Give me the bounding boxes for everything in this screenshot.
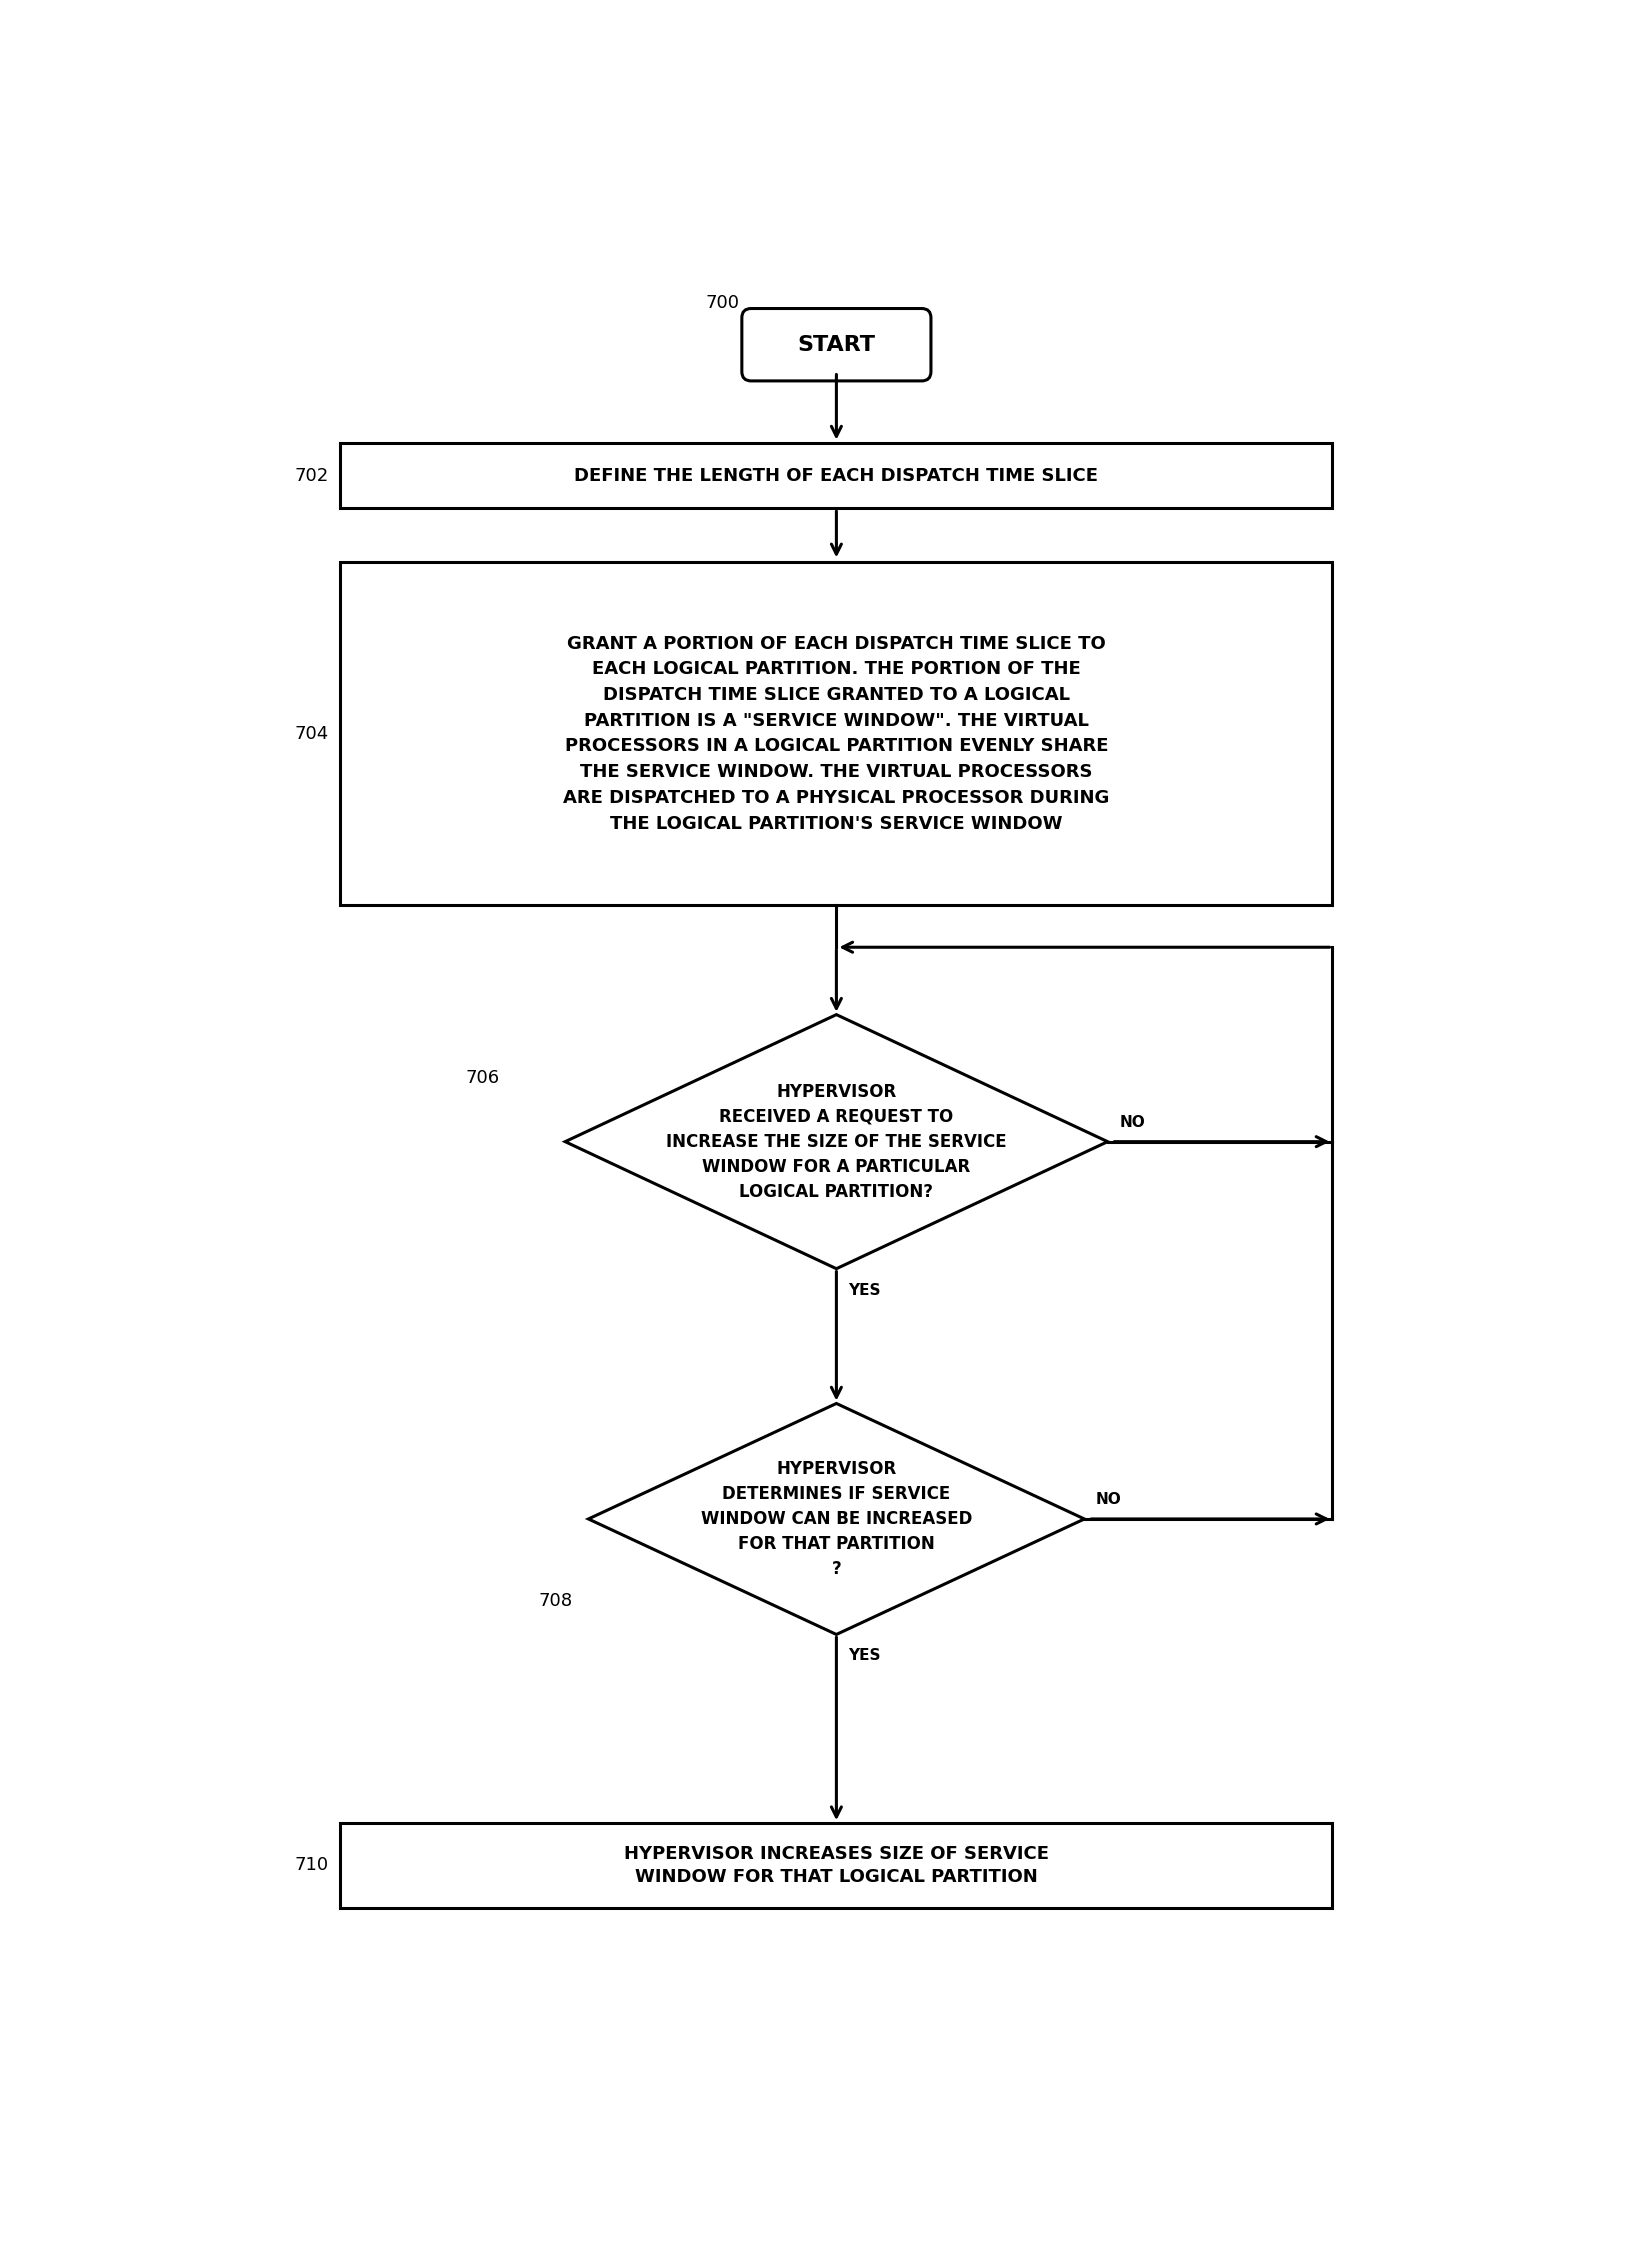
Text: YES: YES — [849, 1283, 881, 1297]
Bar — [341, 561, 1332, 905]
Text: 708: 708 — [539, 1593, 573, 1609]
Polygon shape — [589, 1403, 1084, 1634]
Text: 706: 706 — [465, 1068, 499, 1086]
Bar — [341, 1824, 1332, 1908]
Text: NO: NO — [1120, 1116, 1146, 1129]
Text: YES: YES — [849, 1647, 881, 1663]
Text: HYPERVISOR
RECEIVED A REQUEST TO
INCREASE THE SIZE OF THE SERVICE
WINDOW FOR A P: HYPERVISOR RECEIVED A REQUEST TO INCREAS… — [666, 1082, 1007, 1202]
Text: 700: 700 — [705, 294, 739, 312]
Polygon shape — [565, 1014, 1108, 1270]
Text: NO: NO — [1097, 1491, 1121, 1507]
Text: HYPERVISOR INCREASES SIZE OF SERVICE
WINDOW FOR THAT LOGICAL PARTITION: HYPERVISOR INCREASES SIZE OF SERVICE WIN… — [623, 1844, 1049, 1887]
Text: START: START — [798, 335, 875, 355]
Text: HYPERVISOR
DETERMINES IF SERVICE
WINDOW CAN BE INCREASED
FOR THAT PARTITION
?: HYPERVISOR DETERMINES IF SERVICE WINDOW … — [700, 1460, 973, 1577]
Text: DEFINE THE LENGTH OF EACH DISPATCH TIME SLICE: DEFINE THE LENGTH OF EACH DISPATCH TIME … — [574, 466, 1098, 484]
Text: 702: 702 — [294, 466, 328, 484]
Text: GRANT A PORTION OF EACH DISPATCH TIME SLICE TO
EACH LOGICAL PARTITION. THE PORTI: GRANT A PORTION OF EACH DISPATCH TIME SL… — [563, 634, 1110, 833]
Bar — [341, 444, 1332, 509]
Text: 710: 710 — [295, 1856, 328, 1874]
Text: 704: 704 — [294, 724, 328, 742]
FancyBboxPatch shape — [743, 308, 930, 380]
